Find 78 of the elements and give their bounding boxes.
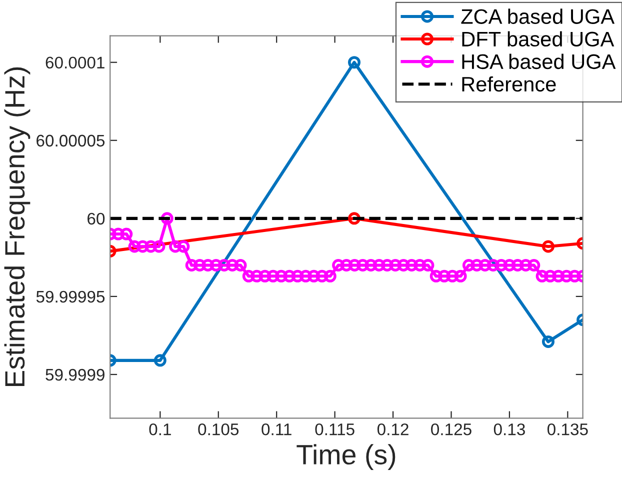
point	[486, 258, 500, 272]
point	[389, 258, 402, 272]
point	[152, 240, 166, 253]
point	[462, 258, 475, 272]
point	[283, 270, 296, 282]
y-tick-label: 60.00005	[36, 134, 105, 147]
point	[560, 270, 573, 282]
point	[503, 258, 516, 272]
point	[316, 270, 328, 282]
y-tick-label: 60.0001	[46, 56, 104, 69]
point	[422, 258, 434, 272]
x-tick-label: 0.115	[315, 423, 354, 436]
point	[495, 258, 508, 272]
point	[356, 258, 370, 272]
point	[552, 270, 565, 282]
y-axis-title: Estimated Frequency (Hz)	[4, 67, 30, 386]
y-tick-label: 59.99995	[36, 290, 105, 303]
point	[372, 258, 386, 272]
point	[324, 270, 336, 282]
point	[218, 258, 230, 272]
point	[348, 258, 361, 272]
point	[430, 270, 442, 282]
point	[226, 258, 239, 272]
point	[536, 270, 548, 282]
point	[120, 228, 133, 240]
point	[128, 240, 141, 253]
point	[340, 258, 353, 272]
legend-label: ZCA based UGA	[461, 8, 615, 24]
point	[542, 335, 554, 348]
point	[242, 270, 255, 282]
x-tick-label: 0.1	[149, 423, 171, 436]
point	[136, 240, 149, 253]
point	[380, 258, 394, 272]
point	[154, 354, 166, 367]
point	[250, 270, 264, 282]
y-tick-label: 59.9999	[46, 368, 104, 381]
x-axis-title: Time (s)	[296, 444, 396, 470]
point	[193, 258, 206, 272]
point	[405, 258, 418, 272]
point	[364, 258, 378, 272]
point	[258, 270, 272, 282]
point	[234, 258, 247, 272]
x-tick-label: 0.105	[198, 423, 239, 436]
point	[544, 270, 556, 282]
point	[520, 258, 532, 272]
point	[332, 258, 345, 272]
legend-label: Reference	[462, 76, 556, 92]
point	[266, 270, 280, 282]
x-tick-label: 0.11	[262, 423, 292, 436]
x-tick-label: 0.125	[431, 423, 472, 436]
point	[446, 270, 459, 282]
legend-label: HSA based UGA	[462, 54, 616, 70]
x-tick-label: 0.135	[547, 423, 588, 436]
point	[202, 258, 214, 272]
point	[470, 258, 484, 272]
point	[454, 270, 467, 282]
point	[414, 258, 426, 272]
point	[528, 258, 540, 272]
point	[144, 240, 158, 253]
point	[169, 240, 182, 253]
point	[291, 270, 304, 282]
point	[308, 270, 320, 282]
y-tick-label: 60	[88, 212, 105, 225]
point	[511, 258, 524, 272]
point	[438, 270, 451, 282]
point	[275, 270, 288, 282]
point	[568, 270, 581, 282]
legend-label: DFT based UGA	[462, 31, 614, 47]
point	[185, 258, 198, 272]
point	[177, 240, 190, 253]
point	[397, 258, 410, 272]
point	[299, 270, 312, 282]
x-tick-label: 0.13	[494, 423, 525, 436]
point	[210, 258, 222, 272]
point	[112, 228, 124, 240]
point	[348, 56, 361, 69]
point	[478, 258, 492, 272]
x-tick-label: 0.12	[377, 423, 408, 436]
